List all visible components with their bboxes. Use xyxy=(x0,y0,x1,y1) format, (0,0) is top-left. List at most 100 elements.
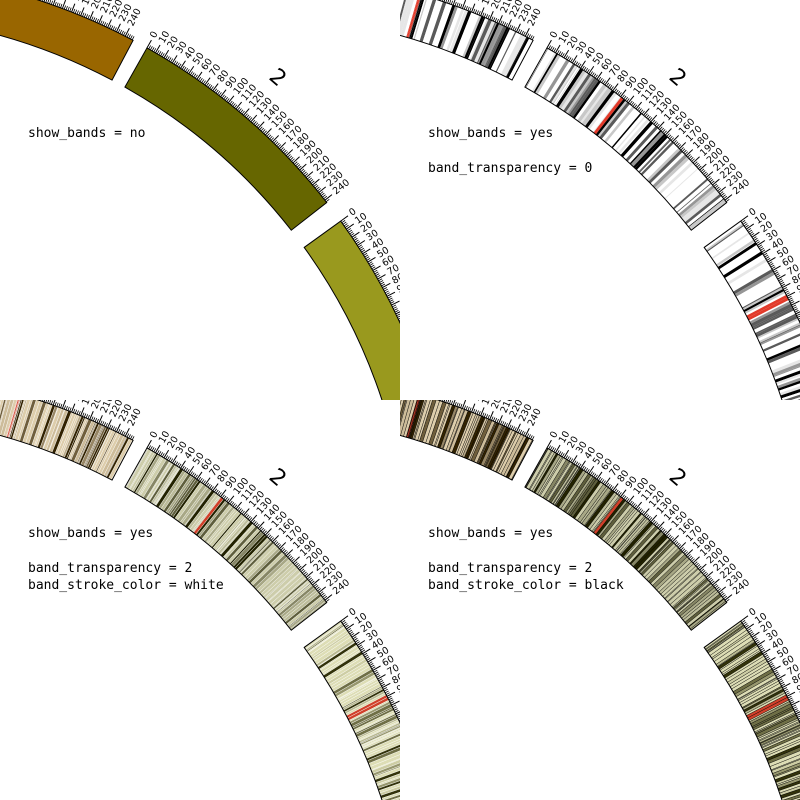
tick-label: 30 xyxy=(174,40,190,56)
band xyxy=(625,126,659,162)
band xyxy=(616,117,646,152)
minor-tick xyxy=(784,690,789,694)
minor-tick xyxy=(319,591,324,595)
minor-tick xyxy=(427,391,431,392)
band xyxy=(623,124,656,160)
band xyxy=(601,104,633,142)
minor-tick xyxy=(426,787,430,788)
minor-tick xyxy=(681,148,686,152)
minor-tick xyxy=(82,12,85,17)
major-tick xyxy=(351,631,360,638)
minor-tick xyxy=(646,514,650,519)
band xyxy=(301,0,307,17)
minor-tick xyxy=(131,36,135,41)
minor-tick xyxy=(151,47,155,52)
major-tick xyxy=(751,631,760,638)
band xyxy=(737,277,778,301)
minor-tick xyxy=(501,421,505,426)
minor-tick xyxy=(752,636,757,640)
minor-tick xyxy=(253,121,257,125)
minor-tick xyxy=(114,427,117,432)
minor-tick xyxy=(224,497,228,501)
minor-tick xyxy=(460,403,463,408)
minor-tick xyxy=(469,7,472,12)
minor-tick xyxy=(191,72,195,77)
major-tick xyxy=(391,700,400,706)
minor-tick xyxy=(634,104,638,109)
minor-tick xyxy=(83,413,87,418)
minor-tick xyxy=(121,30,124,35)
band xyxy=(330,376,338,421)
minor-tick xyxy=(393,708,398,711)
minor-tick xyxy=(229,500,233,505)
band xyxy=(676,182,711,213)
tick-label: 20 xyxy=(315,349,327,362)
band xyxy=(474,20,496,64)
minor-tick xyxy=(378,278,383,282)
major-tick xyxy=(563,49,570,59)
band xyxy=(552,66,578,105)
band xyxy=(305,373,312,418)
minor-tick xyxy=(376,674,381,678)
minor-tick xyxy=(366,657,371,661)
band xyxy=(709,229,749,258)
minor-tick xyxy=(85,14,89,19)
minor-tick xyxy=(401,323,405,325)
minor-tick xyxy=(74,409,78,414)
band xyxy=(769,354,800,370)
minor-tick xyxy=(364,377,365,381)
minor-tick xyxy=(701,570,706,574)
band xyxy=(617,118,650,155)
band xyxy=(341,378,351,423)
band xyxy=(308,0,316,18)
minor-tick xyxy=(501,21,505,26)
minor-tick xyxy=(417,363,421,364)
minor-tick xyxy=(244,513,248,517)
minor-tick xyxy=(512,26,516,31)
minor-tick xyxy=(202,480,206,485)
minor-tick xyxy=(348,229,353,233)
major-tick xyxy=(740,215,749,222)
band xyxy=(546,61,573,102)
band xyxy=(612,113,645,151)
major-tick xyxy=(204,477,211,486)
minor-tick xyxy=(765,256,770,260)
tick-label: 40 xyxy=(770,636,786,652)
band xyxy=(754,312,796,334)
ideogram: 0102030405060708090100110120130140150160… xyxy=(301,0,800,400)
minor-tick xyxy=(393,308,398,311)
minor-tick xyxy=(398,720,400,722)
band xyxy=(384,0,398,32)
minor-tick xyxy=(454,1,457,6)
minor-tick xyxy=(404,386,405,390)
tick-label: 110 xyxy=(4,360,19,380)
band xyxy=(442,6,459,50)
minor-tick xyxy=(385,292,390,295)
band xyxy=(764,339,800,357)
minor-tick xyxy=(623,495,627,500)
minor-tick xyxy=(505,22,508,27)
band xyxy=(724,254,765,280)
minor-tick xyxy=(210,86,214,90)
minor-tick xyxy=(388,697,393,701)
band xyxy=(348,0,359,24)
minor-tick xyxy=(229,100,233,105)
minor-tick xyxy=(688,555,693,559)
minor-tick xyxy=(478,411,481,416)
band xyxy=(633,133,666,169)
minor-tick xyxy=(73,408,76,413)
tick-label: 90 xyxy=(795,680,800,695)
major-tick xyxy=(791,300,800,306)
minor-tick xyxy=(519,29,523,34)
minor-tick xyxy=(96,18,99,23)
minor-tick xyxy=(691,158,695,162)
minor-tick xyxy=(317,188,321,192)
band xyxy=(400,0,414,37)
minor-tick xyxy=(237,106,241,111)
band xyxy=(531,52,557,93)
band xyxy=(733,268,774,295)
minor-tick xyxy=(405,732,409,734)
major-tick xyxy=(718,186,727,193)
minor-tick xyxy=(677,144,682,148)
minor-tick xyxy=(423,780,427,781)
